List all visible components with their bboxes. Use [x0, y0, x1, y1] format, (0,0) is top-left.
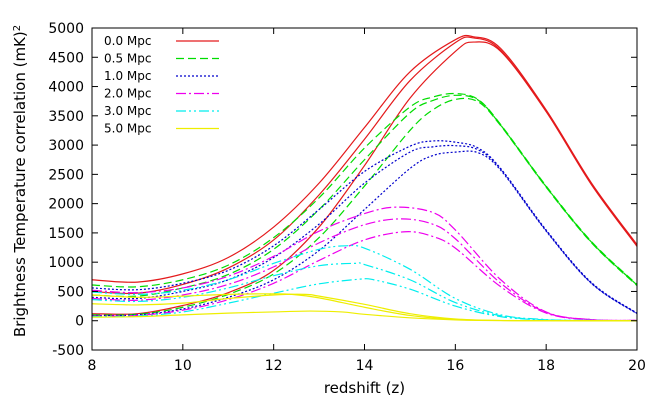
series-line-14 [91, 262, 638, 322]
y-tick-label: 2000 [48, 197, 84, 213]
x-tick-label: 14 [356, 358, 374, 374]
y-axis-label-main: Brightness Temperature correlation (mK) [11, 31, 29, 337]
x-tick-label: 18 [537, 358, 555, 374]
y-tick-label: 4500 [48, 50, 84, 66]
series-line-9 [91, 150, 638, 317]
y-tick-label: 1500 [48, 226, 84, 242]
y-tick-label: 1000 [48, 255, 84, 271]
y-tick-label: 500 [57, 284, 84, 300]
legend-label: 3.0 Mpc [104, 104, 151, 118]
series-line-13 [91, 244, 638, 322]
legend-label: 0.5 Mpc [104, 52, 151, 66]
series-line-3 [91, 41, 638, 315]
series-line-4 [91, 92, 638, 288]
x-tick-label: 20 [628, 358, 646, 374]
x-tick-label: 12 [265, 358, 283, 374]
legend-label: 5.0 Mpc [104, 122, 151, 136]
y-tick-label: 5000 [48, 21, 84, 37]
y-tick-label: 3000 [48, 138, 84, 154]
legend-label: 2.0 Mpc [104, 87, 151, 101]
y-axis-label-superscript: 2 [12, 25, 23, 31]
y-tick-label: 0 [75, 314, 84, 330]
y-tick-label: 2500 [48, 167, 84, 183]
x-tick-label: 10 [174, 358, 192, 374]
series-line-18 [91, 310, 638, 322]
series-line-1 [91, 34, 638, 283]
tick-layer: 8 10 12 14 16 18 20 -500 0 500 1000 1500 2000 2500 300… [48, 21, 646, 374]
x-tick-label: 16 [446, 358, 464, 374]
y-axis-label: Brightness Temperature correlation (mK)2 [11, 25, 29, 337]
legend-label: 0.0 Mpc [104, 34, 151, 48]
legend: 0.0 Mpc 0.5 Mpc 1.0 Mpc 2.0 Mpc 3.0 Mpc 5.0 M… [104, 34, 219, 136]
series-line-5 [91, 94, 638, 298]
series-line-6 [91, 97, 638, 316]
series-line-10 [91, 206, 638, 322]
y-tick-label: -500 [52, 343, 84, 359]
x-tick-label: 8 [88, 358, 97, 374]
series-line-8 [91, 144, 638, 314]
series-line-15 [91, 277, 638, 322]
x-axis-label: redshift (z) [324, 379, 405, 397]
y-tick-label: 4000 [48, 80, 84, 96]
legend-label: 1.0 Mpc [104, 69, 151, 83]
plot-frame [91, 27, 638, 351]
series-layer [91, 34, 638, 322]
series-line-12 [91, 231, 638, 322]
y-tick-label: 3500 [48, 109, 84, 125]
series-line-11 [91, 218, 638, 322]
